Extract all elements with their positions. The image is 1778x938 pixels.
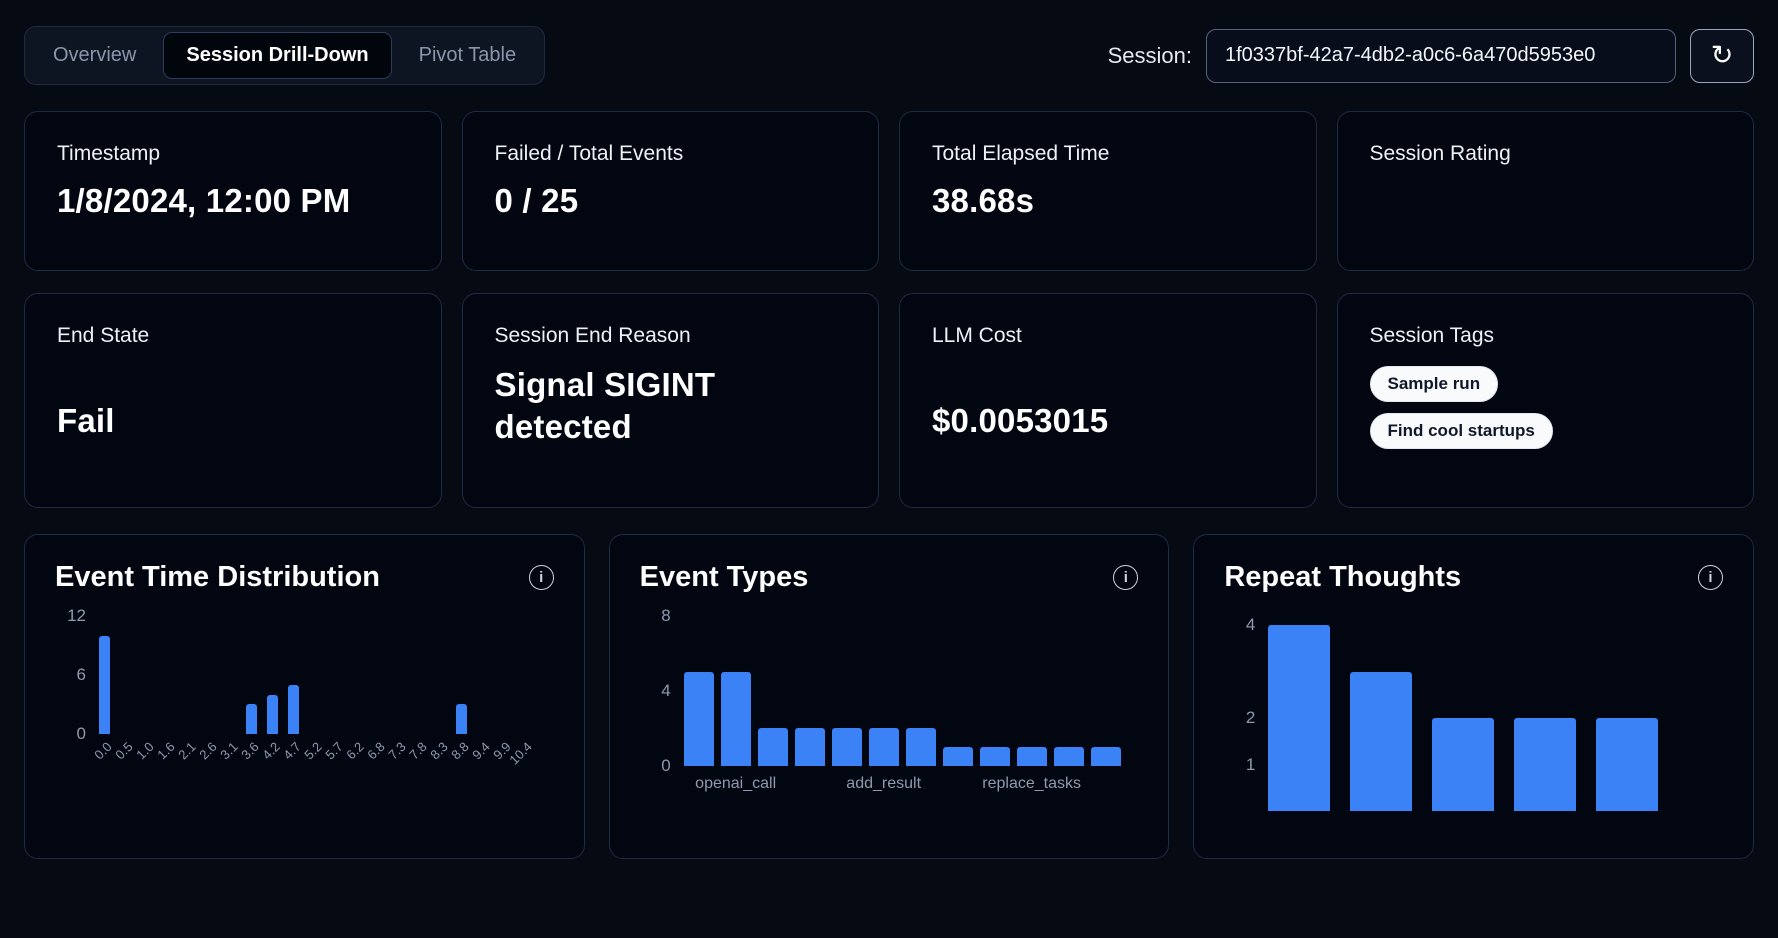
chart-title: Repeat Thoughts: [1224, 561, 1462, 593]
y-tick-label: 4: [661, 681, 671, 700]
event-time-distribution-chart: 12 6 0 0.0 0.5 1.0 1.6 2.1 2.6 3.1 3.6 4.2 4.7 5.2 5.7…: [55, 606, 554, 806]
bar: [905, 728, 936, 766]
stat-label: Session End Reason: [494, 324, 691, 347]
refresh-button[interactable]: ↻: [1690, 28, 1754, 83]
bar: [1350, 672, 1413, 811]
stat-label: Session Tags: [1369, 324, 1495, 347]
session-tag: Sample run: [1369, 366, 1499, 402]
y-tick-label: 6: [76, 665, 86, 684]
stat-label: Timestamp: [57, 142, 161, 165]
refresh-icon: ↻: [1710, 40, 1734, 71]
stat-value: 1/8/2024, 12:00 PM: [57, 182, 351, 219]
y-tick-label: 0: [661, 756, 671, 775]
bar: [1090, 747, 1121, 766]
bar: [942, 747, 973, 766]
bar: [794, 728, 825, 766]
x-tick-label: add_result: [846, 775, 922, 792]
stat-value: Fail: [57, 402, 115, 439]
y-tick-label: 4: [1245, 615, 1256, 635]
stat-value: 38.68s: [932, 182, 1035, 219]
stat-card-session-end-reason: Session End Reason Signal SIGINT detecte…: [461, 293, 879, 508]
repeat-thoughts-chart: 4 2 1: [1224, 615, 1723, 817]
session-tags-list: Sample run Find cool startups: [1369, 366, 1722, 449]
y-tick-label: 2: [1245, 708, 1256, 728]
session-id-input[interactable]: [1206, 28, 1676, 83]
bar: [267, 695, 278, 734]
bar: [246, 704, 257, 734]
stat-label: End State: [57, 324, 150, 347]
bar: [288, 685, 299, 734]
stat-card-timestamp: Timestamp 1/8/2024, 12:00 PM: [24, 111, 442, 271]
info-icon[interactable]: i: [528, 565, 554, 590]
stat-label: Failed / Total Events: [494, 142, 684, 165]
bar: [1053, 747, 1084, 766]
bar: [456, 704, 467, 734]
stat-card-llm-cost: LLM Cost $0.0053015: [899, 293, 1317, 508]
stat-label: Session Rating: [1369, 142, 1511, 165]
session-label: Session:: [1107, 42, 1192, 68]
stat-card-total-elapsed-time: Total Elapsed Time 38.68s: [899, 111, 1317, 271]
stat-value: 0 / 25: [494, 182, 579, 219]
chart-card-event-types: Event Types i 8 4 0 openai_call add_result re…: [608, 534, 1170, 859]
bar: [757, 728, 788, 766]
tab-overview[interactable]: Overview: [30, 32, 159, 79]
chart-card-event-time-distribution: Event Time Distribution i 12 6 0 0.0 0.5 1.0 1…: [24, 534, 585, 859]
stat-card-failed-total-events: Failed / Total Events 0 / 25: [461, 111, 879, 271]
top-bar: Overview Session Drill-Down Pivot Table …: [24, 26, 1754, 85]
chart-card-repeat-thoughts: Repeat Thoughts i 4 2 1: [1193, 534, 1754, 859]
y-tick-label: 0: [76, 724, 86, 743]
tab-pivot-table[interactable]: Pivot Table: [396, 32, 539, 79]
bar: [979, 747, 1010, 766]
bar: [1268, 625, 1331, 811]
stat-card-session-tags: Session Tags Sample run Find cool startu…: [1336, 293, 1754, 508]
session-selector: Session: ↻: [1107, 28, 1754, 83]
bar: [1514, 718, 1577, 811]
info-icon[interactable]: i: [1113, 565, 1139, 590]
stat-value: Signal SIGINT detected: [494, 366, 716, 446]
bar: [831, 728, 862, 766]
y-tick-label: 12: [67, 606, 86, 625]
bar: [1432, 718, 1495, 811]
stat-cards-row-2: End State Fail Session End Reason Signal…: [24, 293, 1754, 508]
x-tick-label: openai_call: [695, 775, 777, 792]
charts-row: Event Time Distribution i 12 6 0 0.0 0.5 1.0 1…: [24, 534, 1754, 859]
stat-cards-row-1: Timestamp 1/8/2024, 12:00 PM Failed / To…: [24, 111, 1754, 271]
stat-card-session-rating: Session Rating: [1336, 111, 1754, 271]
stat-value: $0.0053015: [932, 402, 1109, 439]
bar: [868, 728, 899, 766]
session-tag: Find cool startups: [1369, 413, 1553, 449]
chart-title: Event Time Distribution: [55, 561, 380, 593]
y-tick-label: 1: [1245, 754, 1256, 774]
x-tick-label: 10.4: [506, 739, 536, 768]
tab-bar: Overview Session Drill-Down Pivot Table: [24, 26, 546, 85]
stat-label: Total Elapsed Time: [932, 142, 1110, 165]
stat-card-end-state: End State Fail: [24, 293, 442, 508]
bar: [99, 636, 110, 734]
stat-label: LLM Cost: [932, 324, 1022, 347]
bar: [1016, 747, 1047, 766]
x-tick-label: replace_tasks: [982, 775, 1082, 792]
bar: [720, 672, 751, 766]
y-tick-label: 8: [661, 606, 671, 625]
bar: [683, 672, 714, 766]
tab-session-drill-down[interactable]: Session Drill-Down: [163, 32, 392, 79]
chart-title: Event Types: [639, 561, 809, 593]
bar: [1596, 718, 1659, 811]
event-types-chart: 8 4 0 openai_call add_result replace_tasks: [640, 606, 1139, 802]
info-icon[interactable]: i: [1698, 565, 1723, 590]
